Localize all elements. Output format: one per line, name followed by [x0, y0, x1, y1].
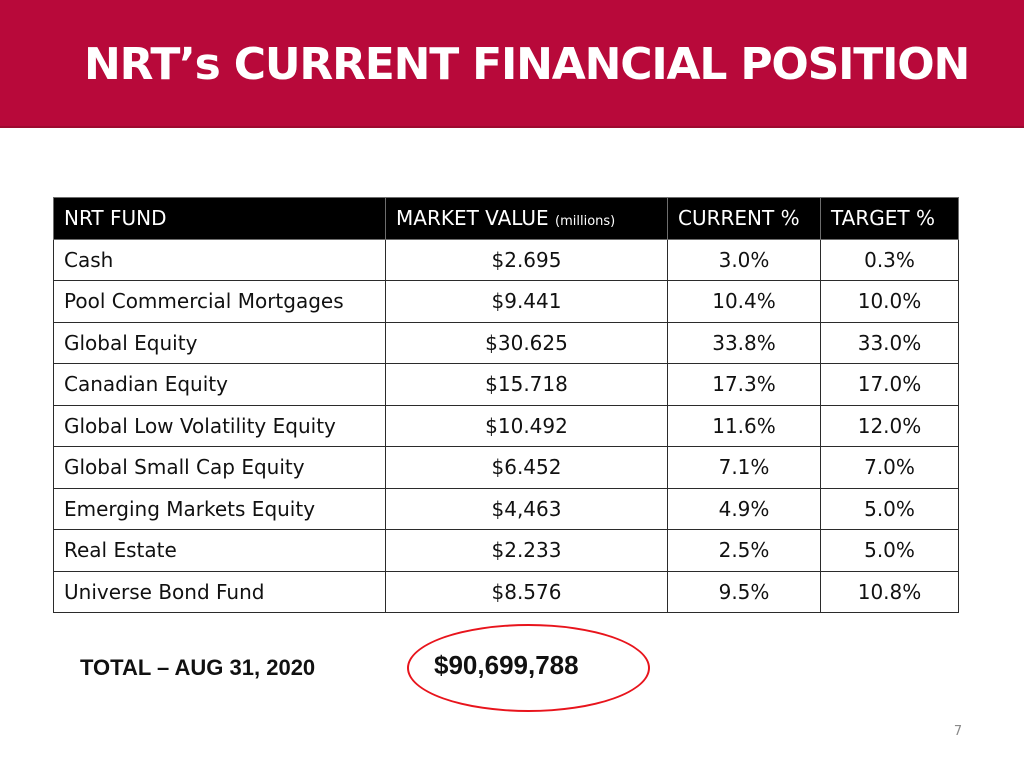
market-value-cell: $9.441	[385, 280, 668, 323]
market-value-cell: $4,463	[385, 487, 668, 530]
table-row: Emerging Markets Equity $4,463 4.9% 5.0%	[53, 487, 959, 530]
title-banner: NRT’s CURRENT FINANCIAL POSITION	[0, 0, 1024, 128]
current-pct-cell: 10.4%	[667, 280, 821, 323]
fund-name-cell: Canadian Equity	[53, 363, 386, 406]
current-pct-cell: 11.6%	[667, 404, 821, 447]
market-value-cell: $30.625	[385, 321, 668, 364]
market-value-cell: $8.576	[385, 570, 668, 613]
fund-name-cell: Real Estate	[53, 529, 386, 572]
target-pct-cell: 10.0%	[820, 280, 959, 323]
current-pct-cell: 17.3%	[667, 363, 821, 406]
target-pct-cell: 0.3%	[820, 238, 959, 281]
target-pct-cell: 5.0%	[820, 529, 959, 572]
fund-allocation-table: NRT FUND MARKET VALUE (millions) CURRENT…	[53, 197, 959, 613]
target-pct-cell: 10.8%	[820, 570, 959, 613]
fund-name-cell: Global Equity	[53, 321, 386, 364]
fund-name-cell: Universe Bond Fund	[53, 570, 386, 613]
table-row: Universe Bond Fund $8.576 9.5% 10.8%	[53, 570, 959, 613]
total-label: TOTAL – AUG 31, 2020	[80, 655, 316, 680]
target-pct-cell: 12.0%	[820, 404, 959, 447]
market-value-header-label: MARKET VALUE	[396, 206, 549, 231]
table-row: Canadian Equity $15.718 17.3% 17.0%	[53, 363, 959, 406]
fund-name-cell: Global Small Cap Equity	[53, 446, 386, 489]
page-number: 7	[953, 724, 963, 739]
fund-name-cell: Global Low Volatility Equity	[53, 404, 386, 447]
slide-title: NRT’s CURRENT FINANCIAL POSITION	[84, 39, 970, 90]
column-header-current-pct: CURRENT %	[667, 197, 821, 240]
table-row: Global Small Cap Equity $6.452 7.1% 7.0%	[53, 446, 959, 489]
market-value-cell: $2.233	[385, 529, 668, 572]
column-header-market-value: MARKET VALUE (millions)	[385, 197, 668, 240]
current-pct-cell: 7.1%	[667, 446, 821, 489]
current-pct-cell: 4.9%	[667, 487, 821, 530]
target-pct-cell: 17.0%	[820, 363, 959, 406]
table-row: Global Low Volatility Equity $10.492 11.…	[53, 404, 959, 447]
fund-name-cell: Emerging Markets Equity	[53, 487, 386, 530]
fund-name-cell: Cash	[53, 238, 386, 281]
current-pct-cell: 33.8%	[667, 321, 821, 364]
table-row: Pool Commercial Mortgages $9.441 10.4% 1…	[53, 280, 959, 323]
market-value-unit: (millions)	[555, 214, 616, 230]
table-row: Cash $2.695 3.0% 0.3%	[53, 238, 959, 281]
total-value: $90,699,788	[434, 650, 579, 680]
fund-name-cell: Pool Commercial Mortgages	[53, 280, 386, 323]
column-header-fund: NRT FUND	[53, 197, 386, 240]
market-value-cell: $10.492	[385, 404, 668, 447]
current-pct-cell: 2.5%	[667, 529, 821, 572]
current-pct-cell: 9.5%	[667, 570, 821, 613]
table-row: Global Equity $30.625 33.8% 33.0%	[53, 321, 959, 364]
target-pct-cell: 5.0%	[820, 487, 959, 530]
target-pct-cell: 33.0%	[820, 321, 959, 364]
table-header-row: NRT FUND MARKET VALUE (millions) CURRENT…	[53, 197, 959, 240]
column-header-target-pct: TARGET %	[820, 197, 959, 240]
market-value-cell: $15.718	[385, 363, 668, 406]
current-pct-cell: 3.0%	[667, 238, 821, 281]
target-pct-cell: 7.0%	[820, 446, 959, 489]
table-row: Real Estate $2.233 2.5% 5.0%	[53, 529, 959, 572]
market-value-cell: $2.695	[385, 238, 668, 281]
highlight-oval	[407, 624, 650, 712]
market-value-cell: $6.452	[385, 446, 668, 489]
